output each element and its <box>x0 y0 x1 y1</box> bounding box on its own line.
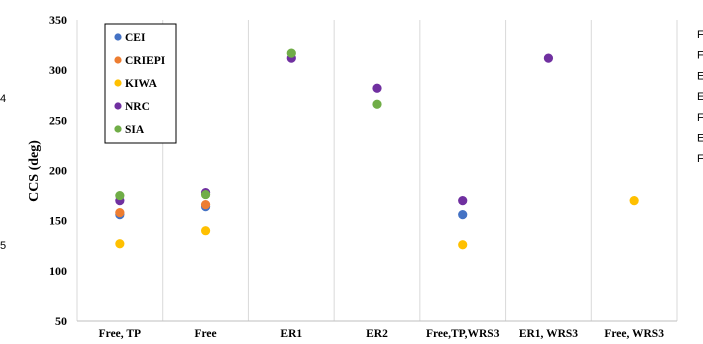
x-tick-labels: Free, TP Free ER1 ER2 Free,TP,WRS3 ER1, WRS3 F… <box>99 328 665 340</box>
y-tick-label: 250 <box>49 113 67 127</box>
y-tick-label: 150 <box>49 214 67 228</box>
data-point-sia <box>115 190 125 201</box>
x-tick-label: ER1, WRS3 <box>519 328 578 340</box>
edge-fragment-left: 5 <box>0 240 6 252</box>
edge-fragment-left: 4 <box>0 93 6 105</box>
data-point-sia <box>286 48 296 58</box>
data-point-criepi <box>200 200 211 210</box>
legend-marker-criepi <box>114 56 122 64</box>
legend-marker-kiwa <box>114 79 122 87</box>
edge-fragment-right: E <box>697 133 703 145</box>
data-point-kiwa <box>629 196 639 206</box>
legend-label: KIWA <box>125 78 158 90</box>
legend-marker-cei <box>114 33 122 41</box>
data-point-nrc <box>543 53 554 63</box>
edge-fragment-right: F <box>697 153 703 165</box>
legend-marker-sia <box>114 125 122 133</box>
edge-fragment-right: E <box>697 70 703 82</box>
data-point-nrc <box>372 83 382 93</box>
legend-label: CRIEPI <box>125 55 166 67</box>
x-tick-label: Free <box>195 328 217 340</box>
data-point-criepi <box>115 208 125 218</box>
y-tick-labels: 50 100 150 200 250 300 350 <box>49 13 67 328</box>
y-tick-label: 350 <box>49 13 67 27</box>
legend-label: SIA <box>125 124 145 136</box>
y-tick-label: 100 <box>49 264 67 278</box>
legend-box <box>104 23 177 144</box>
y-tick-label: 50 <box>55 314 67 328</box>
data-point-kiwa <box>458 240 468 250</box>
data-point-kiwa <box>115 239 125 249</box>
edge-fragment-right: F <box>697 29 703 41</box>
y-tick-label: 200 <box>49 164 67 178</box>
data-point-nrc <box>458 196 468 206</box>
data-point-cei <box>458 210 468 220</box>
edge-fragment-right: F <box>697 50 703 62</box>
data-point-sia <box>372 99 382 109</box>
legend-label: NRC <box>125 101 150 113</box>
x-tick-label: Free, TP <box>99 328 141 340</box>
gridlines <box>76 20 678 322</box>
legend-marker-nrc <box>114 102 122 110</box>
x-tick-label: Free,TP,WRS3 <box>426 328 500 340</box>
x-tick-label: ER2 <box>366 328 388 340</box>
data-point-sia <box>200 189 211 200</box>
edge-fragment-right: E <box>697 91 703 103</box>
legend-label: CEI <box>125 32 146 44</box>
y-tick-label: 300 <box>49 63 67 77</box>
data-points <box>115 48 639 250</box>
legend: CEI CRIEPI KIWA NRC SIA <box>104 23 177 144</box>
x-tick-label: ER1 <box>280 328 302 340</box>
y-axis-title: CCS (deg) <box>27 140 42 202</box>
x-tick-label: Free, WRS3 <box>604 328 664 340</box>
edge-fragment-right: F <box>697 112 703 124</box>
data-point-kiwa <box>200 226 211 236</box>
